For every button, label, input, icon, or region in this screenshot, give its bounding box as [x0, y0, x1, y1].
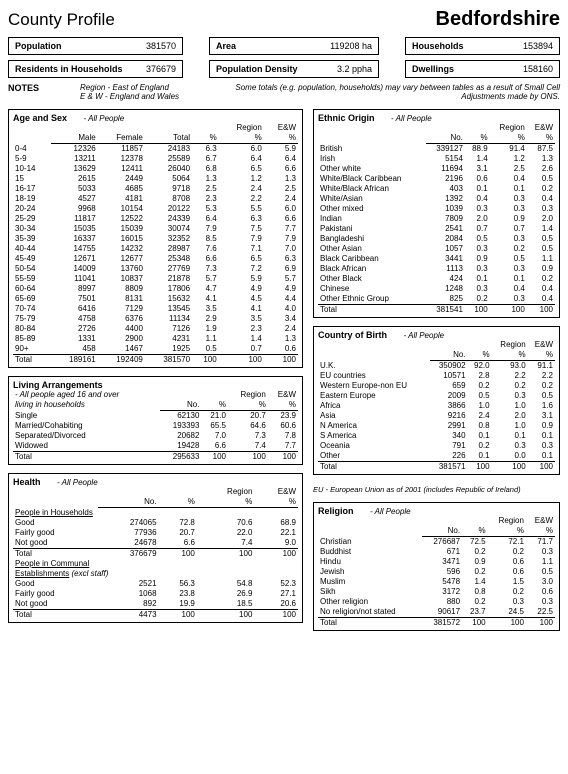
table-row: 65-6975018131156324.14.54.4 [13, 294, 298, 304]
country-section: Country of Birth - All People RegionE&WN… [313, 326, 560, 475]
table-row: 18-194527418187082.32.22.4 [13, 194, 298, 204]
table-row: Single6213021.020.723.9 [13, 411, 298, 422]
table-row: Not good246786.67.49.0 [13, 538, 298, 549]
religion-section: Religion - All People RegionE&WNo.%%%Chr… [313, 502, 560, 631]
table-row: 80-842726440071261.92.32.4 [13, 324, 298, 334]
table-row: Christian27668772.572.171.7 [318, 537, 555, 548]
table-row: White/Black Caribbean21960.60.40.5 [318, 174, 555, 184]
ethnic-section: Ethnic Origin - All People RegionE&WNo.%… [313, 109, 560, 318]
table-row: 30-341503515039300747.97.57.7 [13, 224, 298, 234]
table-row: Good252156.354.852.3 [13, 579, 298, 589]
table-row: Fairly good7793620.722.022.1 [13, 528, 298, 538]
table-row: 50-541400913760277697.37.26.9 [13, 264, 298, 274]
summary-box: Dwellings158160 [405, 60, 560, 78]
living-table: - All people aged 16 and overRegionE&Wli… [13, 390, 298, 462]
notes-row: NOTES Region - East of England E & W - E… [8, 83, 560, 101]
table-total: Total376679100100100 [13, 549, 298, 560]
health-table: RegionE&WNo.%%%People in HouseholdsGood2… [13, 487, 298, 620]
table-row: Other white116943.12.52.6 [318, 164, 555, 174]
table-total: Total381541100100100 [318, 305, 555, 316]
table-row: Sikh31720.80.20.6 [318, 587, 555, 597]
table-row: 60-6489978809178064.74.94.9 [13, 284, 298, 294]
table-row: White/Black African4030.10.10.2 [318, 184, 555, 194]
notes-region: Region - East of England E & W - England… [80, 83, 179, 101]
table-row: 20-24996810154201225.35.56.0 [13, 204, 298, 214]
table-row: Not good89219.918.520.6 [13, 599, 298, 610]
summary-boxes: Population381570 Residents in Households3… [8, 37, 560, 78]
table-row: Married/Cohabiting19339365.564.660.6 [13, 421, 298, 431]
table-row: Africa38661.01.01.6 [318, 401, 555, 411]
table-total: Total4473100100100 [13, 610, 298, 621]
table-row: Hindu34710.90.61.1 [318, 557, 555, 567]
table-total: Total381572100100100 [318, 618, 555, 629]
table-row: White/Asian13920.40.30.4 [318, 194, 555, 204]
table-row: Western Europe-non EU6590.20.20.2 [318, 381, 555, 391]
table-row: Other Black4240.10.10.2 [318, 274, 555, 284]
table-total: Total189161192409381570100100100 [13, 355, 298, 366]
table-row: Eastern Europe20090.50.30.5 [318, 391, 555, 401]
table-row: Black African11130.30.30.9 [318, 264, 555, 274]
table-row: Jewish5960.20.60.5 [318, 567, 555, 577]
table-row: 25-291181712522243396.46.36.6 [13, 214, 298, 224]
notes-disclaimer: Some totals (e.g. population, households… [191, 83, 560, 101]
table-total: Total295633100100100 [13, 452, 298, 463]
table-row: 90+458146719250.50.70.6 [13, 344, 298, 355]
summary-box: Residents in Households376679 [8, 60, 183, 78]
country-table: RegionE&WNo.%%%U.K.35090292.093.091.1EU … [318, 340, 555, 472]
summary-box: Households153894 [405, 37, 560, 55]
table-row: 75-7947586376111342.93.53.4 [13, 314, 298, 324]
religion-table: RegionE&WNo.%%%Christian27668772.572.171… [318, 516, 555, 628]
table-row: Separated/Divorced206827.07.37.8 [13, 431, 298, 441]
table-row: N America29910.81.00.9 [318, 421, 555, 431]
table-row: Pakistani25410.70.71.4 [318, 224, 555, 234]
table-row: U.K.35090292.093.091.1 [318, 361, 555, 372]
table-row: Chinese12480.30.40.4 [318, 284, 555, 294]
table-row: 152615244950641.31.21.3 [13, 174, 298, 184]
table-row: Other Asian10570.30.20.5 [318, 244, 555, 254]
notes-label: NOTES [8, 83, 68, 93]
table-row: Black Caribbean34410.90.51.1 [318, 254, 555, 264]
table-row: British33912788.991.487.5 [318, 144, 555, 155]
table-row: Other mixed10390.30.30.3 [318, 204, 555, 214]
county-name: Bedfordshire [436, 8, 560, 31]
age-sex-section: Age and Sex - All People RegionE&WMaleFe… [8, 109, 303, 368]
table-row: Other2260.10.00.1 [318, 451, 555, 462]
table-row: Asia92162.42.03.1 [318, 411, 555, 421]
table-row: 55-591104110837218785.75.95.7 [13, 274, 298, 284]
table-row: 10-141362912411260406.86.56.6 [13, 164, 298, 174]
page-header: County Profile Bedfordshire [8, 8, 560, 31]
profile-type: County Profile [8, 10, 115, 30]
summary-box: Population Density3.2 ppha [209, 60, 379, 78]
table-row: Bangladeshi20840.50.30.5 [318, 234, 555, 244]
table-row: 45-491267112677253486.66.56.3 [13, 254, 298, 264]
table-row: Widowed194286.67.47.7 [13, 441, 298, 452]
table-row: 85-891331290042311.11.41.3 [13, 334, 298, 344]
table-row: 40-441475514232289877.67.17.0 [13, 244, 298, 254]
table-row: Good27406572.870.668.9 [13, 518, 298, 528]
table-row: Muslim54781.41.53.0 [318, 577, 555, 587]
table-total: Total381571100100100 [318, 462, 555, 473]
table-row: EU countries105712.82.22.2 [318, 371, 555, 381]
table-row: Oceania7910.20.30.3 [318, 441, 555, 451]
ethnic-table: RegionE&WNo.%%%British33912788.991.487.5… [318, 123, 555, 315]
table-row: 0-41232611857241836.36.05.9 [13, 144, 298, 155]
health-section: Health - All People RegionE&WNo.%%%Peopl… [8, 473, 303, 623]
table-row: No religion/not stated9061723.724.522.5 [318, 607, 555, 618]
table-row: Other religion8800.20.30.3 [318, 597, 555, 607]
summary-box: Area119208 ha [209, 37, 379, 55]
age-sex-table: RegionE&WMaleFemaleTotal%%%0-41232611857… [13, 123, 298, 365]
table-row: 5-91321112378255896.76.46.4 [13, 154, 298, 164]
table-row: 16-175033468597182.52.42.5 [13, 184, 298, 194]
table-row: Other Ethnic Group8250.20.30.4 [318, 294, 555, 305]
table-row: S America3400.10.10.1 [318, 431, 555, 441]
country-footnote: EU - European Union as of 2001 (includes… [313, 485, 560, 494]
table-row: Buddhist6710.20.20.3 [318, 547, 555, 557]
table-row: Fairly good106823.826.927.1 [13, 589, 298, 599]
table-row: 70-7464167129135453.54.14.0 [13, 304, 298, 314]
summary-box: Population381570 [8, 37, 183, 55]
living-section: Living Arrangements - All people aged 16… [8, 376, 303, 465]
table-row: Indian78092.00.92.0 [318, 214, 555, 224]
table-row: Irish51541.41.21.3 [318, 154, 555, 164]
table-row: 35-391633716015323528.57.97.9 [13, 234, 298, 244]
